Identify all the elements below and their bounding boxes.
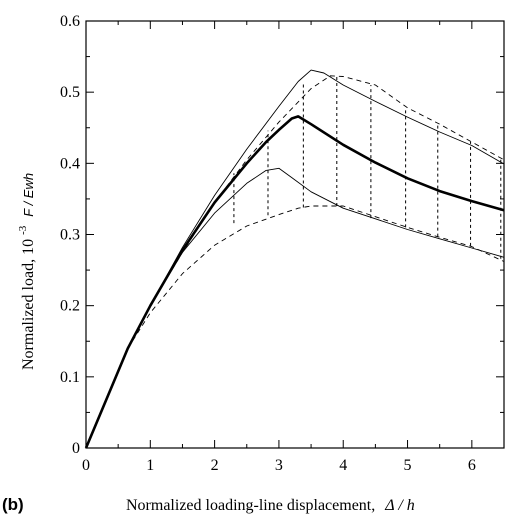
error-bars <box>233 75 502 259</box>
y-axis-label-symbol: F / Ewh <box>21 173 36 217</box>
x-tick-label-0: 0 <box>82 457 90 474</box>
x-tick-label-4: 4 <box>339 457 347 474</box>
y-axis-label-text: Normalized load, 10 <box>20 239 37 370</box>
x-tick-label-6: 6 <box>468 457 476 474</box>
x-tick-label-3: 3 <box>275 457 283 474</box>
y-tick-label-5: 0.5 <box>60 84 80 101</box>
x-tick-label-5: 5 <box>404 457 412 474</box>
series-upper-dashed <box>85 75 505 449</box>
x-axis-label-text: Normalized loading-line displacement, <box>126 497 375 514</box>
y-tick-label-6: 0.6 <box>60 13 80 30</box>
panel-label: (b) <box>2 495 24 514</box>
y-tick-label-4: 0.4 <box>60 155 80 172</box>
x-axis-label-symbol: Δ / h <box>384 497 415 514</box>
axis-ticks: 0 1 2 3 4 5 6 0 0.1 0.2 0.3 0.4 0.5 0.6 <box>60 13 504 474</box>
y-axis-label-exponent: -3 <box>17 225 29 235</box>
series-lower-solid <box>85 167 505 449</box>
y-tick-label-3: 0.3 <box>60 227 80 244</box>
x-tick-label-2: 2 <box>211 457 219 474</box>
y-tick-label-0: 0 <box>72 440 80 457</box>
series-mean <box>84 115 505 449</box>
x-axis-label: Normalized loading-line displacement, Δ … <box>126 497 415 514</box>
y-tick-label-2: 0.2 <box>60 298 80 315</box>
series-upper-solid <box>85 69 505 449</box>
series-layer <box>84 69 505 449</box>
x-tick-label-1: 1 <box>146 457 154 474</box>
y-tick-label-1: 0.1 <box>60 369 80 386</box>
y-axis-label: Normalized load, 10 -3 F / Ewh <box>13 173 37 370</box>
series-lower-dashed <box>85 205 505 449</box>
